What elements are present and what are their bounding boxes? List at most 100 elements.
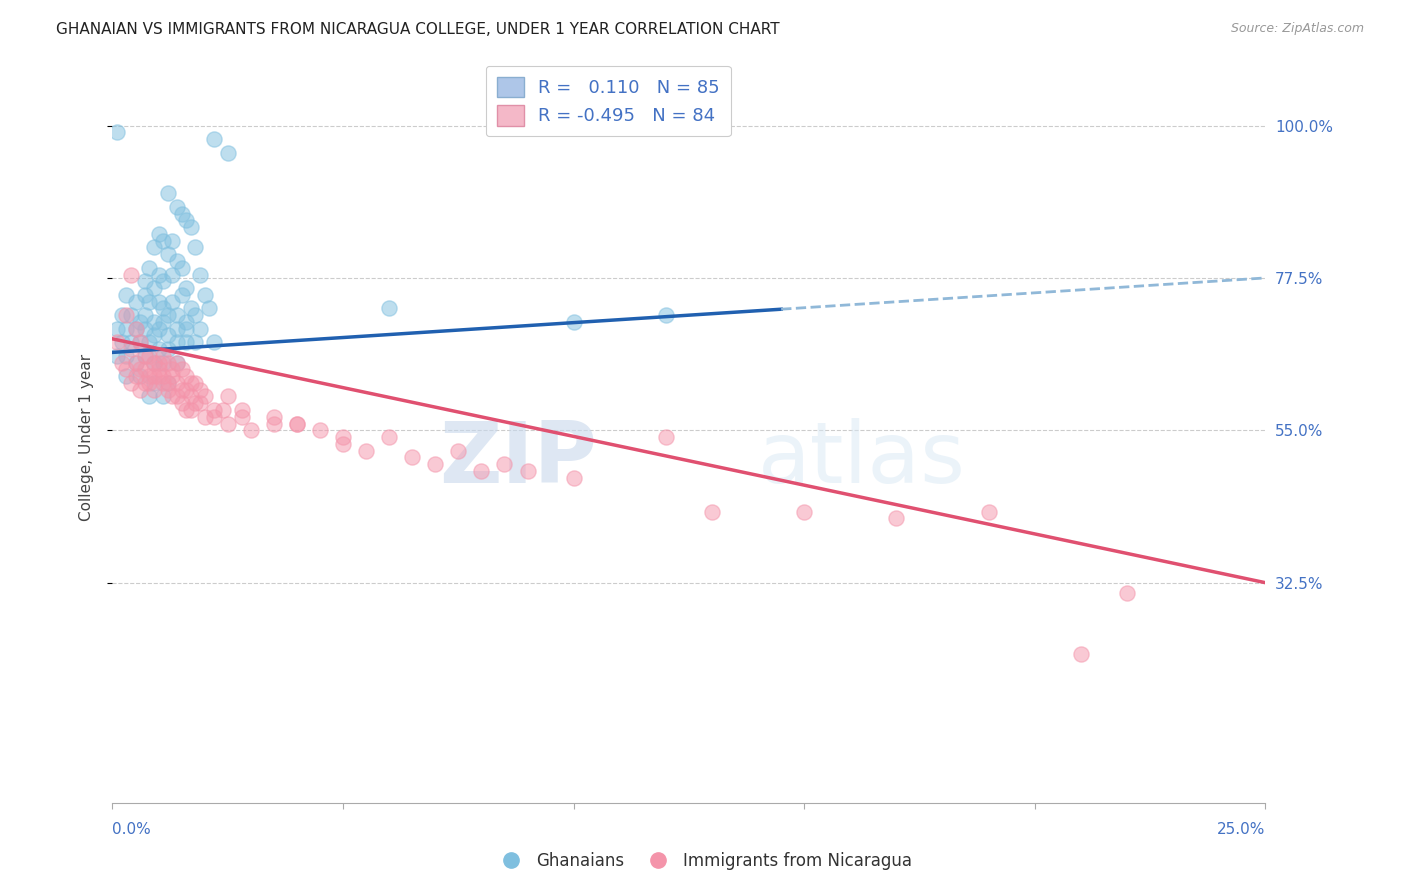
Point <box>166 335 188 350</box>
Point <box>134 322 156 336</box>
Point <box>143 281 166 295</box>
Point <box>174 322 197 336</box>
Point <box>134 376 156 390</box>
Point <box>174 383 197 397</box>
Text: atlas: atlas <box>758 417 966 500</box>
Point <box>162 294 184 309</box>
Point <box>202 335 225 350</box>
Point <box>1070 647 1092 661</box>
Point <box>124 369 146 384</box>
Point <box>174 281 197 295</box>
Point <box>332 430 354 444</box>
Point <box>124 294 146 309</box>
Point <box>115 288 138 302</box>
Point <box>263 409 285 424</box>
Point <box>148 362 170 376</box>
Point <box>129 335 152 350</box>
Point <box>202 132 225 146</box>
Point <box>148 322 170 336</box>
Point <box>170 206 193 220</box>
Point <box>174 335 197 350</box>
Text: Source: ZipAtlas.com: Source: ZipAtlas.com <box>1230 22 1364 36</box>
Point <box>105 335 128 350</box>
Point <box>162 268 184 282</box>
Point <box>166 200 188 214</box>
Point <box>152 315 174 329</box>
Point <box>138 260 160 275</box>
Point <box>217 389 239 403</box>
Point <box>332 437 354 451</box>
Point <box>138 389 160 403</box>
Point <box>180 403 202 417</box>
Point <box>134 274 156 288</box>
Point <box>138 335 160 350</box>
Point <box>129 335 152 350</box>
Point <box>143 240 166 254</box>
Point <box>152 355 174 369</box>
Point <box>188 322 211 336</box>
Point <box>188 268 211 282</box>
Point <box>152 389 174 403</box>
Point <box>115 349 138 363</box>
Point <box>655 430 678 444</box>
Point <box>129 315 152 329</box>
Point <box>143 355 166 369</box>
Point <box>180 376 202 390</box>
Legend: Ghanaians, Immigrants from Nicaragua: Ghanaians, Immigrants from Nicaragua <box>488 846 918 877</box>
Point <box>184 240 207 254</box>
Point <box>156 376 179 390</box>
Point <box>166 389 188 403</box>
Point <box>170 383 193 397</box>
Point <box>143 383 166 397</box>
Point <box>124 355 146 369</box>
Point <box>152 349 174 363</box>
Point <box>138 349 160 363</box>
Point <box>152 369 174 384</box>
Point <box>263 417 285 431</box>
Point <box>166 254 188 268</box>
Point <box>143 315 166 329</box>
Point <box>285 417 308 431</box>
Point <box>378 430 401 444</box>
Point <box>138 369 160 384</box>
Point <box>516 464 538 478</box>
Point <box>977 505 1000 519</box>
Point <box>105 322 128 336</box>
Point <box>148 342 170 356</box>
Point <box>180 220 202 235</box>
Point <box>156 328 179 343</box>
Point <box>162 369 184 384</box>
Point <box>562 471 585 485</box>
Text: 0.0%: 0.0% <box>112 822 152 837</box>
Point <box>886 511 908 525</box>
Point <box>188 396 211 410</box>
Point <box>134 362 156 376</box>
Point <box>143 355 166 369</box>
Point <box>156 383 179 397</box>
Y-axis label: College, Under 1 year: College, Under 1 year <box>79 353 94 521</box>
Point <box>152 234 174 248</box>
Point <box>793 505 815 519</box>
Point <box>115 369 138 384</box>
Point <box>194 409 217 424</box>
Point <box>120 308 142 322</box>
Point <box>184 335 207 350</box>
Point <box>105 349 128 363</box>
Text: GHANAIAN VS IMMIGRANTS FROM NICARAGUA COLLEGE, UNDER 1 YEAR CORRELATION CHART: GHANAIAN VS IMMIGRANTS FROM NICARAGUA CO… <box>56 22 780 37</box>
Point <box>134 288 156 302</box>
Point <box>156 376 179 390</box>
Point <box>354 443 377 458</box>
Point <box>217 417 239 431</box>
Point <box>148 268 170 282</box>
Point <box>401 450 423 465</box>
Point <box>148 294 170 309</box>
Point <box>166 322 188 336</box>
Point <box>156 308 179 322</box>
Point <box>170 396 193 410</box>
Point <box>124 322 146 336</box>
Point <box>309 423 332 437</box>
Point <box>156 342 179 356</box>
Legend: R =   0.110   N = 85, R = -0.495   N = 84: R = 0.110 N = 85, R = -0.495 N = 84 <box>486 66 731 136</box>
Point <box>425 457 447 471</box>
Point <box>166 355 188 369</box>
